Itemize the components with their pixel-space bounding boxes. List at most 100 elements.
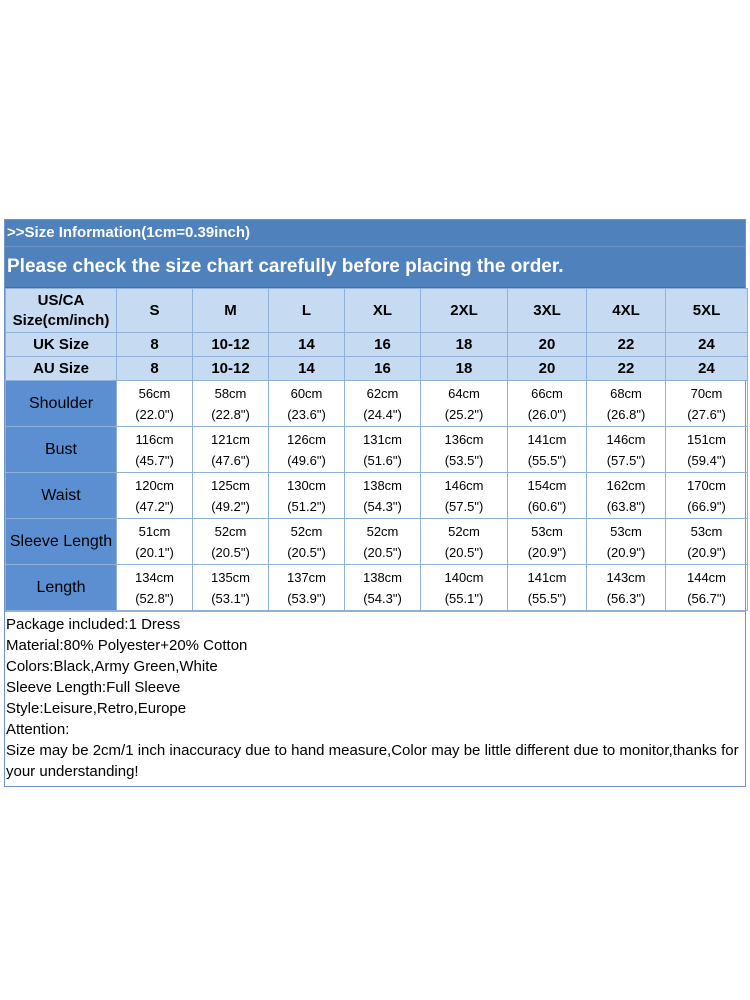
measurement-cell: 116cm (45.7") (116, 426, 193, 473)
cm-value: 58cm (214, 385, 247, 401)
measurement-cell: 52cm (20.5") (420, 518, 508, 565)
inch-value: (26.0") (527, 406, 567, 422)
uk-size-cell: 8 (116, 332, 193, 357)
size-header-cell: M (192, 288, 269, 333)
measurement-label: Sleeve Length (5, 518, 117, 565)
measurement-cell: 138cm (54.3") (344, 472, 421, 519)
au-size-cell: 16 (344, 356, 421, 381)
cm-value: 138cm (362, 569, 403, 585)
measurement-cell: 144cm (56.7") (665, 564, 748, 611)
inch-value: (20.5") (287, 544, 326, 560)
inch-value: (51.2") (287, 498, 326, 514)
measurement-cell: 51cm (20.1") (116, 518, 193, 565)
size-chart: >>Size Information(1cm=0.39inch) Please … (4, 219, 748, 787)
note-line: Package included:1 Dress (6, 616, 181, 633)
measurement-cell: 141cm (55.5") (507, 564, 587, 611)
note-line: Attention: (6, 721, 70, 738)
au-size-cell: 14 (268, 356, 345, 381)
inch-value: (20.9") (687, 544, 726, 560)
measurement-cell: 60cm (23.6") (268, 380, 345, 427)
inch-value: (56.7") (687, 590, 726, 606)
product-notes: Package included:1 Dress Material:80% Pol… (5, 611, 745, 786)
inch-value: (53.1") (211, 590, 250, 606)
note-line: Colors:Black,Army Green,White (6, 658, 218, 675)
uk-size-cell: 14 (268, 332, 345, 357)
inch-value: (24.4") (363, 406, 402, 422)
inch-value: (27.6") (687, 406, 726, 422)
cm-value: 52cm (448, 523, 480, 539)
measurement-row: Sleeve Length 51cm (20.1") 52cm (20.5") 52cm (… (5, 518, 748, 565)
measurement-cell: 52cm (20.5") (344, 518, 421, 565)
measurement-cell: 64cm (25.2") (420, 380, 508, 427)
cm-value: 141cm (527, 569, 567, 585)
measurement-cell: 53cm (20.9") (586, 518, 666, 565)
size-header-cell: 2XL (420, 288, 508, 333)
size-header-cell: 3XL (507, 288, 587, 333)
measurement-cell: 162cm (63.8") (586, 472, 666, 519)
inch-value: (20.9") (527, 544, 567, 560)
inch-value: (20.9") (606, 544, 646, 560)
cm-value: 64cm (448, 385, 480, 401)
measurement-cell: 137cm (53.9") (268, 564, 345, 611)
cm-value: 135cm (210, 569, 251, 585)
cm-value: 146cm (444, 477, 484, 493)
measurement-cell: 146cm (57.5") (420, 472, 508, 519)
cm-value: 52cm (366, 523, 399, 539)
uk-size-cell: 16 (344, 332, 421, 357)
measurement-cell: 136cm (53.5") (420, 426, 508, 473)
size-header-cell: L (268, 288, 345, 333)
cm-value: 53cm (531, 523, 563, 539)
measurement-cell: 53cm (20.9") (665, 518, 748, 565)
us-size-label-line1: US/CA (37, 291, 85, 309)
measurement-label: Waist (5, 472, 117, 519)
measurement-cell: 68cm (26.8") (586, 380, 666, 427)
measurement-cell: 143cm (56.3") (586, 564, 666, 611)
inch-value: (54.3") (363, 590, 402, 606)
size-check-notice: Please check the size chart carefully be… (7, 256, 564, 277)
measurement-cell: 70cm (27.6") (665, 380, 748, 427)
au-size-row: AU Size 8 10-12 14 16 18 20 22 24 (5, 356, 748, 381)
size-header-cell: S (116, 288, 193, 333)
uk-size-cell: 22 (586, 332, 666, 357)
measurement-cell: 135cm (53.1") (192, 564, 269, 611)
inch-value: (22.8") (211, 406, 250, 422)
inch-value: (56.3") (606, 590, 646, 606)
cm-value: 53cm (610, 523, 642, 539)
cm-value: 52cm (290, 523, 323, 539)
cm-value: 62cm (366, 385, 399, 401)
cm-value: 143cm (606, 569, 646, 585)
cm-value: 121cm (210, 431, 251, 447)
uk-size-cell: 24 (665, 332, 748, 357)
inch-value: (45.7") (135, 452, 174, 468)
cm-value: 138cm (362, 477, 403, 493)
note-line: Material:80% Polyester+20% Cotton (6, 637, 248, 654)
cm-value: 162cm (606, 477, 646, 493)
note-line: Size may be 2cm/1 inch inaccuracy due to… (6, 742, 739, 780)
cm-value: 134cm (134, 569, 175, 585)
cm-value: 116cm (135, 431, 174, 447)
cm-value: 51cm (138, 523, 171, 539)
measurement-cell: 140cm (55.1") (420, 564, 508, 611)
cm-value: 136cm (444, 431, 484, 447)
measurement-cell: 56cm (22.0") (116, 380, 193, 427)
inch-value: (57.5") (606, 452, 646, 468)
cm-value: 125cm (210, 477, 251, 493)
cm-value: 52cm (214, 523, 247, 539)
inch-value: (63.8") (606, 498, 646, 514)
measurement-cell: 131cm (51.6") (344, 426, 421, 473)
size-table: US/CA Size(cm/inch) S M L XL 2XL 3XL 4XL 5XL UK… (5, 288, 748, 611)
au-size-cell: 10-12 (192, 356, 269, 381)
cm-value: 170cm (686, 477, 727, 493)
inch-value: (52.8") (135, 590, 174, 606)
au-size-cell: 8 (116, 356, 193, 381)
measurement-cell: 120cm (47.2") (116, 472, 193, 519)
uk-size-cell: 18 (420, 332, 508, 357)
au-size-label: AU Size (5, 356, 117, 381)
us-size-row: US/CA Size(cm/inch) S M L XL 2XL 3XL 4XL 5XL (5, 288, 748, 333)
inch-value: (60.6") (527, 498, 567, 514)
inch-value: (66.9") (687, 498, 726, 514)
us-size-label-line2: Size(cm/inch) (12, 311, 110, 329)
size-header-cell: 5XL (665, 288, 748, 333)
measurement-cell: 53cm (20.9") (507, 518, 587, 565)
measurement-cell: 130cm (51.2") (268, 472, 345, 519)
